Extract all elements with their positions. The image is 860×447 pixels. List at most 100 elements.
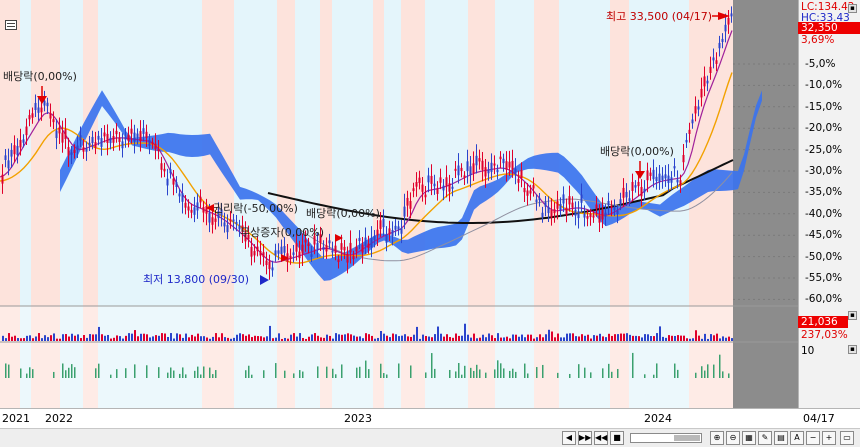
candle-body	[625, 191, 628, 198]
candle-body	[244, 232, 247, 242]
chart-menu-icon[interactable]	[5, 20, 17, 30]
candle-body	[523, 188, 526, 193]
volume-bar	[320, 337, 322, 341]
close-pane-button[interactable]: ▪	[848, 4, 857, 13]
indicator-bar	[65, 370, 67, 378]
volume-bar	[260, 336, 262, 341]
candle-body	[343, 246, 346, 251]
scroll-thumb[interactable]	[674, 435, 700, 441]
font-size-icon[interactable]: A	[790, 431, 804, 445]
zoom-out-icon[interactable]: ⊖	[726, 431, 740, 445]
indicator-bar	[500, 363, 502, 378]
compare-icon[interactable]: ▤	[774, 431, 788, 445]
candle-body	[457, 165, 460, 176]
indicator-bar	[380, 363, 382, 378]
candle-body	[121, 141, 124, 149]
volume-bar	[473, 333, 475, 341]
candle-body	[175, 182, 178, 188]
stop-button[interactable]: ■	[610, 431, 624, 445]
candle-body	[640, 186, 643, 197]
indicator-bar	[656, 363, 658, 378]
volume-bar	[335, 333, 337, 341]
volume-bar	[281, 338, 283, 341]
volume-bar	[578, 336, 580, 341]
plus-icon[interactable]: +	[822, 431, 836, 445]
candle-body	[550, 209, 553, 218]
price-chart[interactable]: 최고 33,500 (04/17) 최저 13,800 (09/30) 배당락(…	[0, 0, 798, 408]
volume-bar	[533, 338, 535, 341]
trend-band	[123, 306, 143, 408]
candle-body	[295, 243, 298, 252]
indicator-bar	[503, 368, 505, 378]
indicator-bar	[602, 368, 604, 378]
volume-bar	[662, 336, 664, 341]
candle-body	[484, 167, 487, 177]
ex-dividend-label: 배당락(0,00%)	[600, 145, 674, 158]
candle-body	[721, 38, 724, 42]
close-pane-button[interactable]: ▪	[848, 311, 857, 320]
volume-bar	[227, 337, 229, 341]
volume-bar	[626, 333, 628, 341]
volume-bar	[182, 337, 184, 341]
trend-band	[591, 306, 610, 408]
right-arrow-icon	[281, 254, 289, 262]
trend-band	[411, 0, 425, 306]
indicator-bar	[458, 363, 460, 378]
chart-scrollbar[interactable]	[630, 433, 702, 443]
trend-band	[525, 0, 534, 306]
candle-body	[553, 209, 556, 214]
volume-bar	[446, 334, 448, 341]
trend-band	[98, 306, 123, 408]
trend-band	[20, 306, 31, 408]
scroll-left-button[interactable]: ◀	[562, 431, 576, 445]
close-pane-button[interactable]: ▪	[848, 345, 857, 354]
volume-bar	[632, 335, 634, 341]
volume-bar	[386, 335, 388, 341]
candle-body	[382, 218, 385, 228]
candle-body	[88, 142, 91, 146]
candle-body	[229, 219, 232, 222]
volume-bar	[20, 338, 22, 341]
candle-body	[562, 194, 565, 204]
hc-label: HC:33.43	[801, 12, 850, 24]
candle-body	[13, 145, 16, 155]
indicator-bar	[251, 374, 253, 378]
ex-dividend-label: 배당락(0,00%)	[306, 207, 380, 220]
volume-bar	[179, 334, 181, 341]
volume-bar	[425, 335, 427, 341]
volume-bar	[113, 337, 115, 341]
volume-bar	[275, 337, 277, 341]
volume-bar	[539, 334, 541, 341]
candle-body	[199, 196, 202, 203]
draw-tool-icon[interactable]: ✎	[758, 431, 772, 445]
indicator-bar	[356, 367, 358, 378]
volume-bar	[440, 333, 442, 341]
volume-bar	[380, 331, 382, 341]
candle-body	[322, 246, 325, 250]
rewind-button[interactable]: ◀◀	[594, 431, 608, 445]
candle-body	[526, 190, 529, 196]
candle-body	[607, 200, 610, 206]
candle-body	[568, 196, 571, 205]
indicator-bar	[527, 373, 529, 378]
candle-body	[403, 206, 406, 217]
toolbar-extra-icon[interactable]: ▭	[840, 431, 854, 445]
candle-body	[307, 243, 310, 246]
trend-band	[234, 0, 245, 306]
minus-icon[interactable]: −	[806, 431, 820, 445]
zoom-in-icon[interactable]: ⊕	[710, 431, 724, 445]
indicator-bar	[569, 373, 571, 378]
volume-bar	[683, 335, 685, 341]
volume-bar	[353, 335, 355, 341]
candle-body	[94, 142, 97, 148]
trend-band	[648, 306, 662, 408]
right-arrow-icon	[335, 234, 343, 242]
candle-body	[613, 206, 616, 210]
ex-rights: 권리락(-50,00%) 배당락(0,00%)	[206, 202, 380, 220]
chart-settings-icon[interactable]: ▦	[742, 431, 756, 445]
volume-bar	[623, 333, 625, 341]
volume-bar	[488, 333, 490, 341]
candle-body	[97, 135, 100, 140]
candle-body	[637, 181, 640, 187]
fast-forward-button[interactable]: ▶▶	[578, 431, 592, 445]
